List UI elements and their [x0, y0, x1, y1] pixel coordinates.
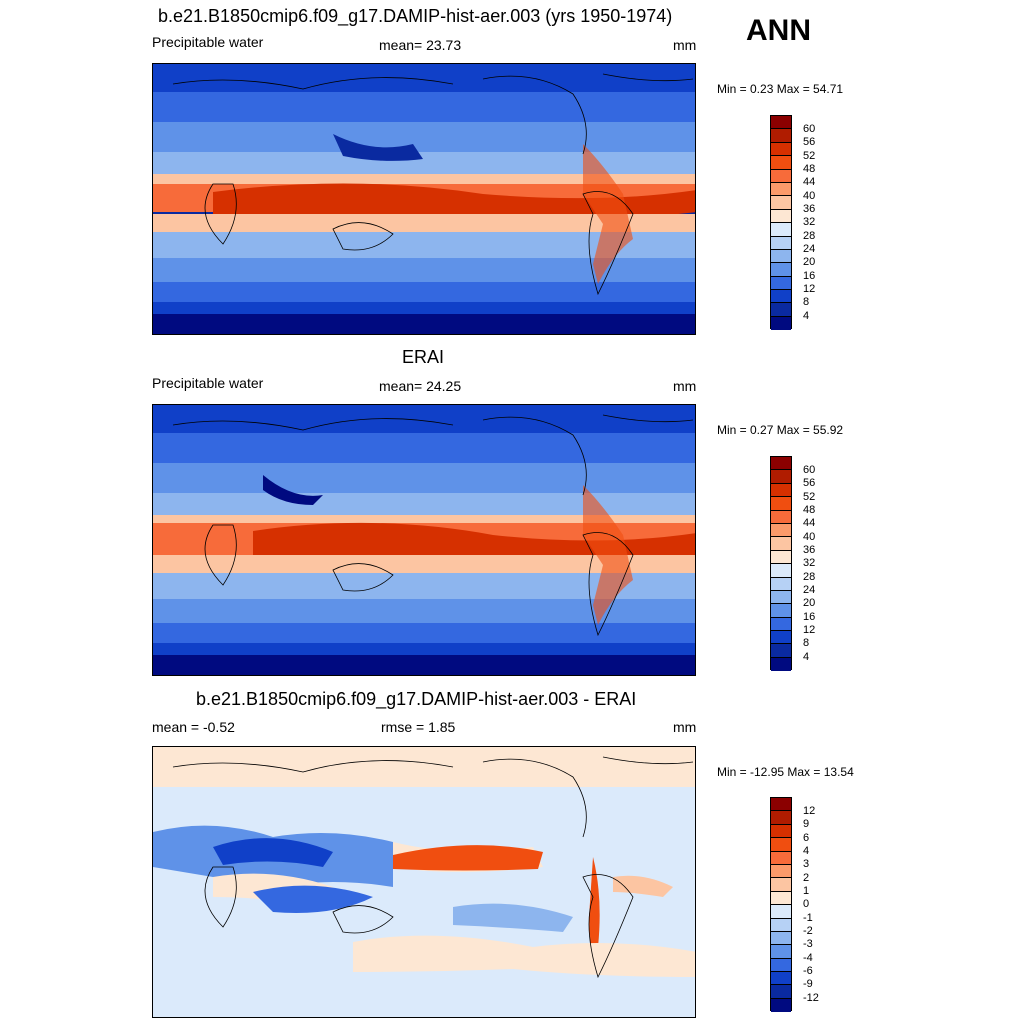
panel3-colorbar-tick: -12: [803, 992, 819, 1004]
panel3-title: b.e21.B1850cmip6.f09_g17.DAMIP-hist-aer.…: [196, 689, 637, 709]
panel1-colorbar-tick: 4: [803, 310, 810, 322]
panel1-title: b.e21.B1850cmip6.f09_g17.DAMIP-hist-aer.…: [158, 6, 673, 26]
panel3-colorbar-tick: -2: [803, 925, 813, 937]
panel2-colorbar-tick: 44: [803, 517, 816, 529]
season-label: ANN: [746, 14, 811, 47]
panel2-obs-map: [152, 404, 696, 676]
panel2-colorbar-tick: 12: [803, 624, 816, 636]
panel1-colorbar-tick: 48: [803, 163, 816, 175]
panel2-colorbar-tick: 8: [803, 637, 810, 649]
panel2-colorbar-tick: 40: [803, 531, 816, 543]
panel1-colorbar-tick: 36: [803, 203, 816, 215]
panel1-units-label: mm: [673, 37, 697, 53]
panel1-mean-label: mean= 23.73: [379, 37, 462, 53]
panel2-colorbar-tick: 52: [803, 491, 816, 503]
panel1-colorbar-tick: 56: [803, 136, 816, 148]
panel3-colorbar-tick: 6: [803, 832, 810, 844]
panel2-colorbar: [770, 456, 792, 672]
panel1-colorbar-tick: 32: [803, 216, 816, 228]
panel1-colorbar: [770, 115, 792, 331]
panel2-colorbar-tick: 20: [803, 597, 816, 609]
panel2-units-label: mm: [673, 378, 697, 394]
panel3-colorbar-tick: 2: [803, 872, 810, 884]
panel1-colorbar-tick: 40: [803, 190, 816, 202]
panel1-colorbar-tick: 8: [803, 296, 810, 308]
panel3-rmse-label: rmse = 1.85: [381, 719, 456, 735]
panel3-colorbar-tick: -9: [803, 978, 813, 990]
panel3-colorbar-tick: -1: [803, 912, 813, 924]
panel3-colorbar-tick: -3: [803, 938, 813, 950]
panel3-difference-map: [152, 746, 696, 1018]
panel2-minmax-label: Min = 0.27 Max = 55.92: [717, 423, 844, 437]
panel1-colorbar-tick: 28: [803, 230, 816, 242]
panel1-colorbar-tick: 24: [803, 243, 816, 255]
panel2-colorbar-tick: 16: [803, 611, 816, 623]
panel2-colorbar-tick: 4: [803, 651, 810, 663]
panel1-colorbar-tick: 52: [803, 150, 816, 162]
panel3-colorbar-tick: 9: [803, 818, 810, 830]
panel2-colorbar-tick: 28: [803, 571, 816, 583]
panel1-minmax-label: Min = 0.23 Max = 54.71: [717, 82, 844, 96]
panel1-colorbar-tick: 16: [803, 270, 816, 282]
panel3-colorbar-tick: 12: [803, 805, 816, 817]
panel3-colorbar-tick: 3: [803, 858, 810, 870]
panel3-minmax-label: Min = -12.95 Max = 13.54: [717, 765, 854, 779]
panel2-colorbar-tick: 60: [803, 464, 816, 476]
panel3-colorbar-tick: -4: [803, 952, 813, 964]
panel1-colorbar-tick: 20: [803, 256, 816, 268]
panel3-colorbar-tick: -6: [803, 965, 813, 977]
panel3-colorbar-tick: 0: [803, 898, 810, 910]
panel3-colorbar: [770, 797, 792, 1013]
panel2-colorbar-tick: 56: [803, 477, 816, 489]
panel2-colorbar-tick: 32: [803, 557, 816, 569]
panel1-variable-label: Precipitable water: [152, 34, 264, 50]
panel2-colorbar-tick: 24: [803, 584, 816, 596]
panel1-model-map: [152, 63, 696, 335]
panel3-colorbar-tick: 4: [803, 845, 810, 857]
panel2-colorbar-tick: 36: [803, 544, 816, 556]
panel2-mean-label: mean= 24.25: [379, 378, 462, 394]
panel2-colorbar-tick: 48: [803, 504, 816, 516]
panel1-colorbar-tick: 12: [803, 283, 816, 295]
panel1-colorbar-tick: 60: [803, 123, 816, 135]
panel2-title: ERAI: [402, 347, 445, 367]
panel2-variable-label: Precipitable water: [152, 375, 264, 391]
panel3-mean-label: mean = -0.52: [152, 719, 235, 735]
panel1-colorbar-tick: 44: [803, 176, 816, 188]
panel3-units-label: mm: [673, 719, 697, 735]
panel3-colorbar-tick: 1: [803, 885, 810, 897]
